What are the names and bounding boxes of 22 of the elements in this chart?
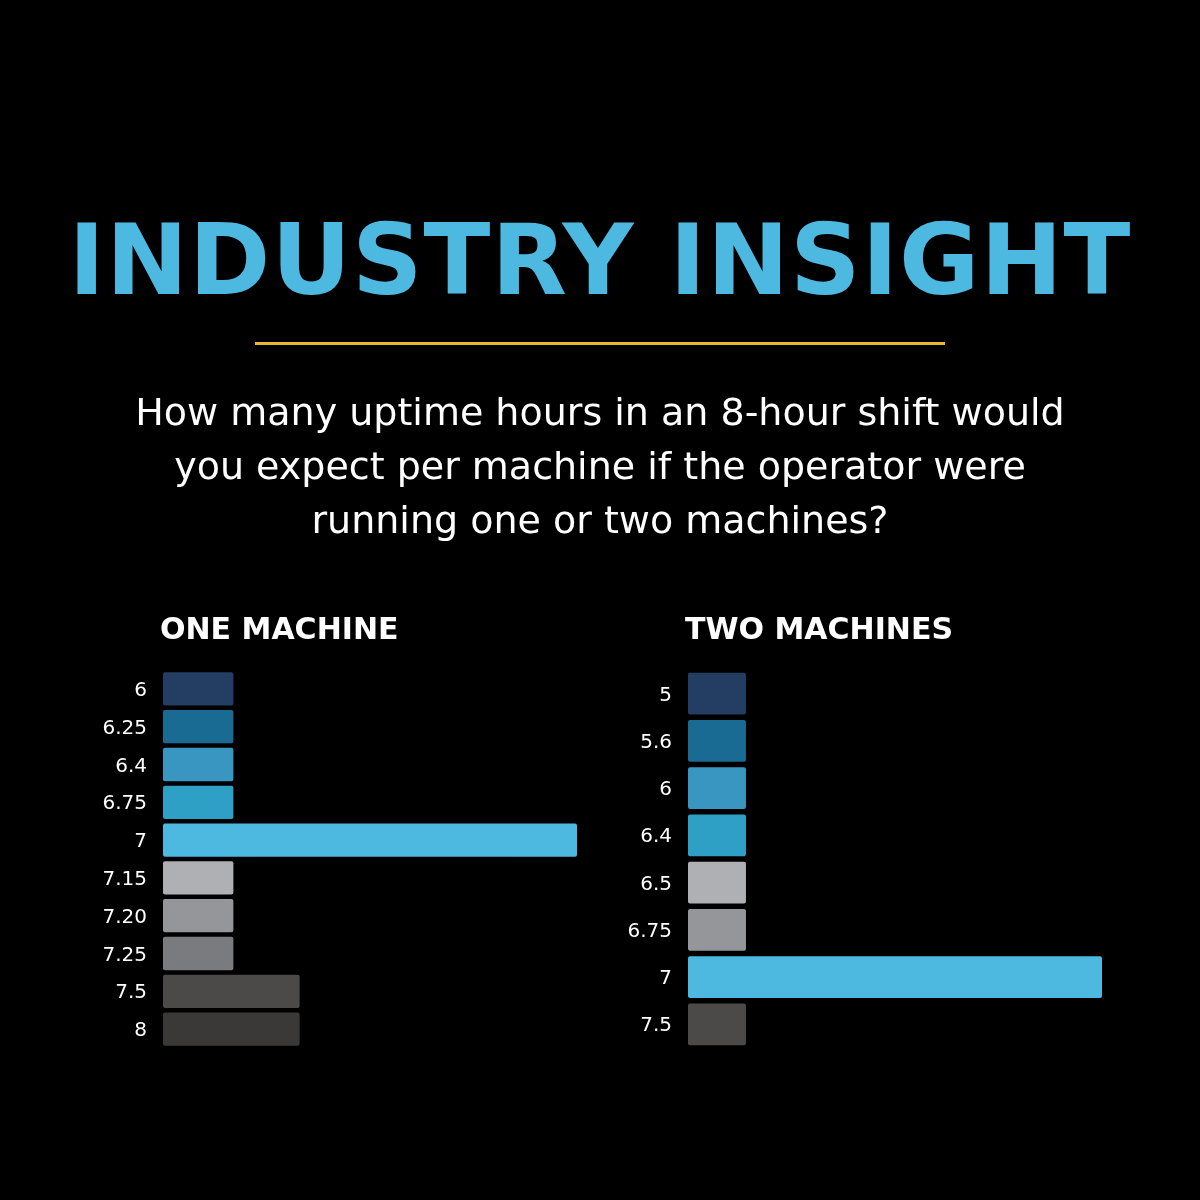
y-tick-label: 7 — [134, 828, 147, 853]
y-tick-label: 8 — [134, 1017, 147, 1042]
y-tick-label: 7.5 — [640, 1012, 672, 1037]
y-tick-label: 6 — [134, 676, 147, 701]
chart-title: TWO MACHINES — [685, 610, 954, 646]
y-tick-label: 7.5 — [115, 979, 147, 1004]
text: INDUSTRY INSIGHT — [67, 202, 1133, 319]
y-tick-label: 6.25 — [102, 714, 147, 739]
text: How many uptime hours in an 8-hour shift would you expect per machine if the operator were running one or two machines? — [134, 389, 1066, 544]
chart-title: ONE MACHINE — [160, 610, 399, 646]
y-tick-label: 7.15 — [102, 865, 147, 890]
y-tick-label: 6.5 — [640, 870, 672, 895]
y-tick-label: 6.75 — [627, 917, 672, 942]
y-tick-label: 6.4 — [640, 823, 672, 848]
y-tick-label: 6.4 — [115, 752, 147, 777]
y-tick-label: 6.75 — [102, 790, 147, 815]
y-tick-label: 5.6 — [640, 728, 672, 753]
y-tick-label: 5 — [659, 681, 672, 706]
y-tick-label: 7.20 — [102, 903, 147, 928]
y-tick-label: 7.25 — [102, 941, 147, 966]
y-tick-label: 7 — [659, 965, 672, 990]
y-tick-label: 6 — [659, 776, 672, 801]
